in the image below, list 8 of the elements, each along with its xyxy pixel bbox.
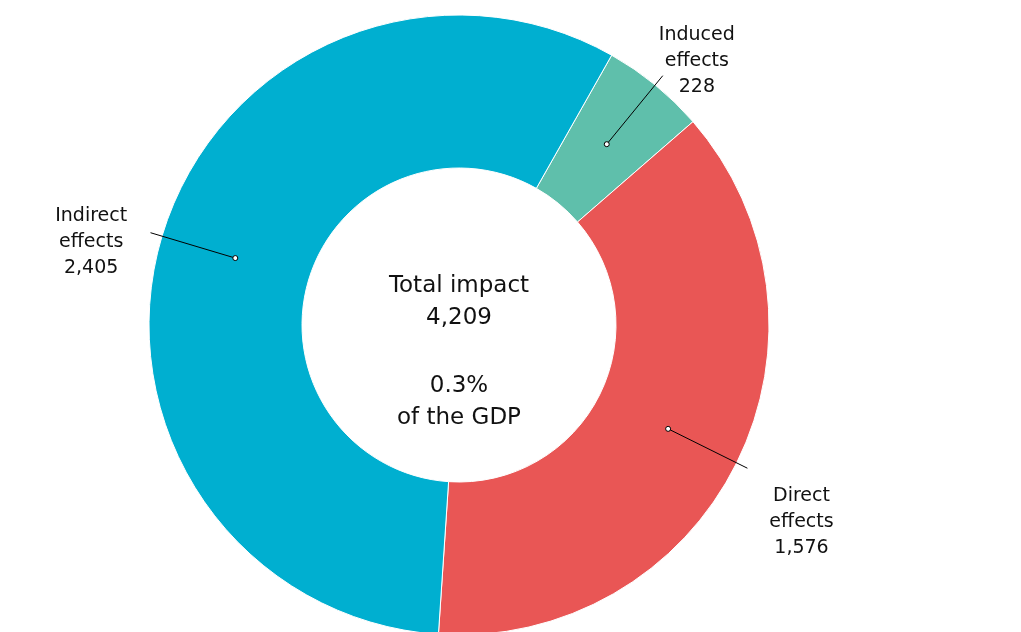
text: 0.3% of the GDP (397, 371, 522, 429)
slice-label: Direct effects (769, 483, 834, 532)
text: Total impact 4,209 (387, 271, 530, 329)
data-label: 228 (678, 74, 715, 96)
data-label: 2,405 (63, 254, 119, 277)
slice-label: Indirect effects (55, 202, 128, 251)
data-label: 1,576 (774, 535, 829, 558)
slice-label: Induced effects (658, 22, 735, 70)
